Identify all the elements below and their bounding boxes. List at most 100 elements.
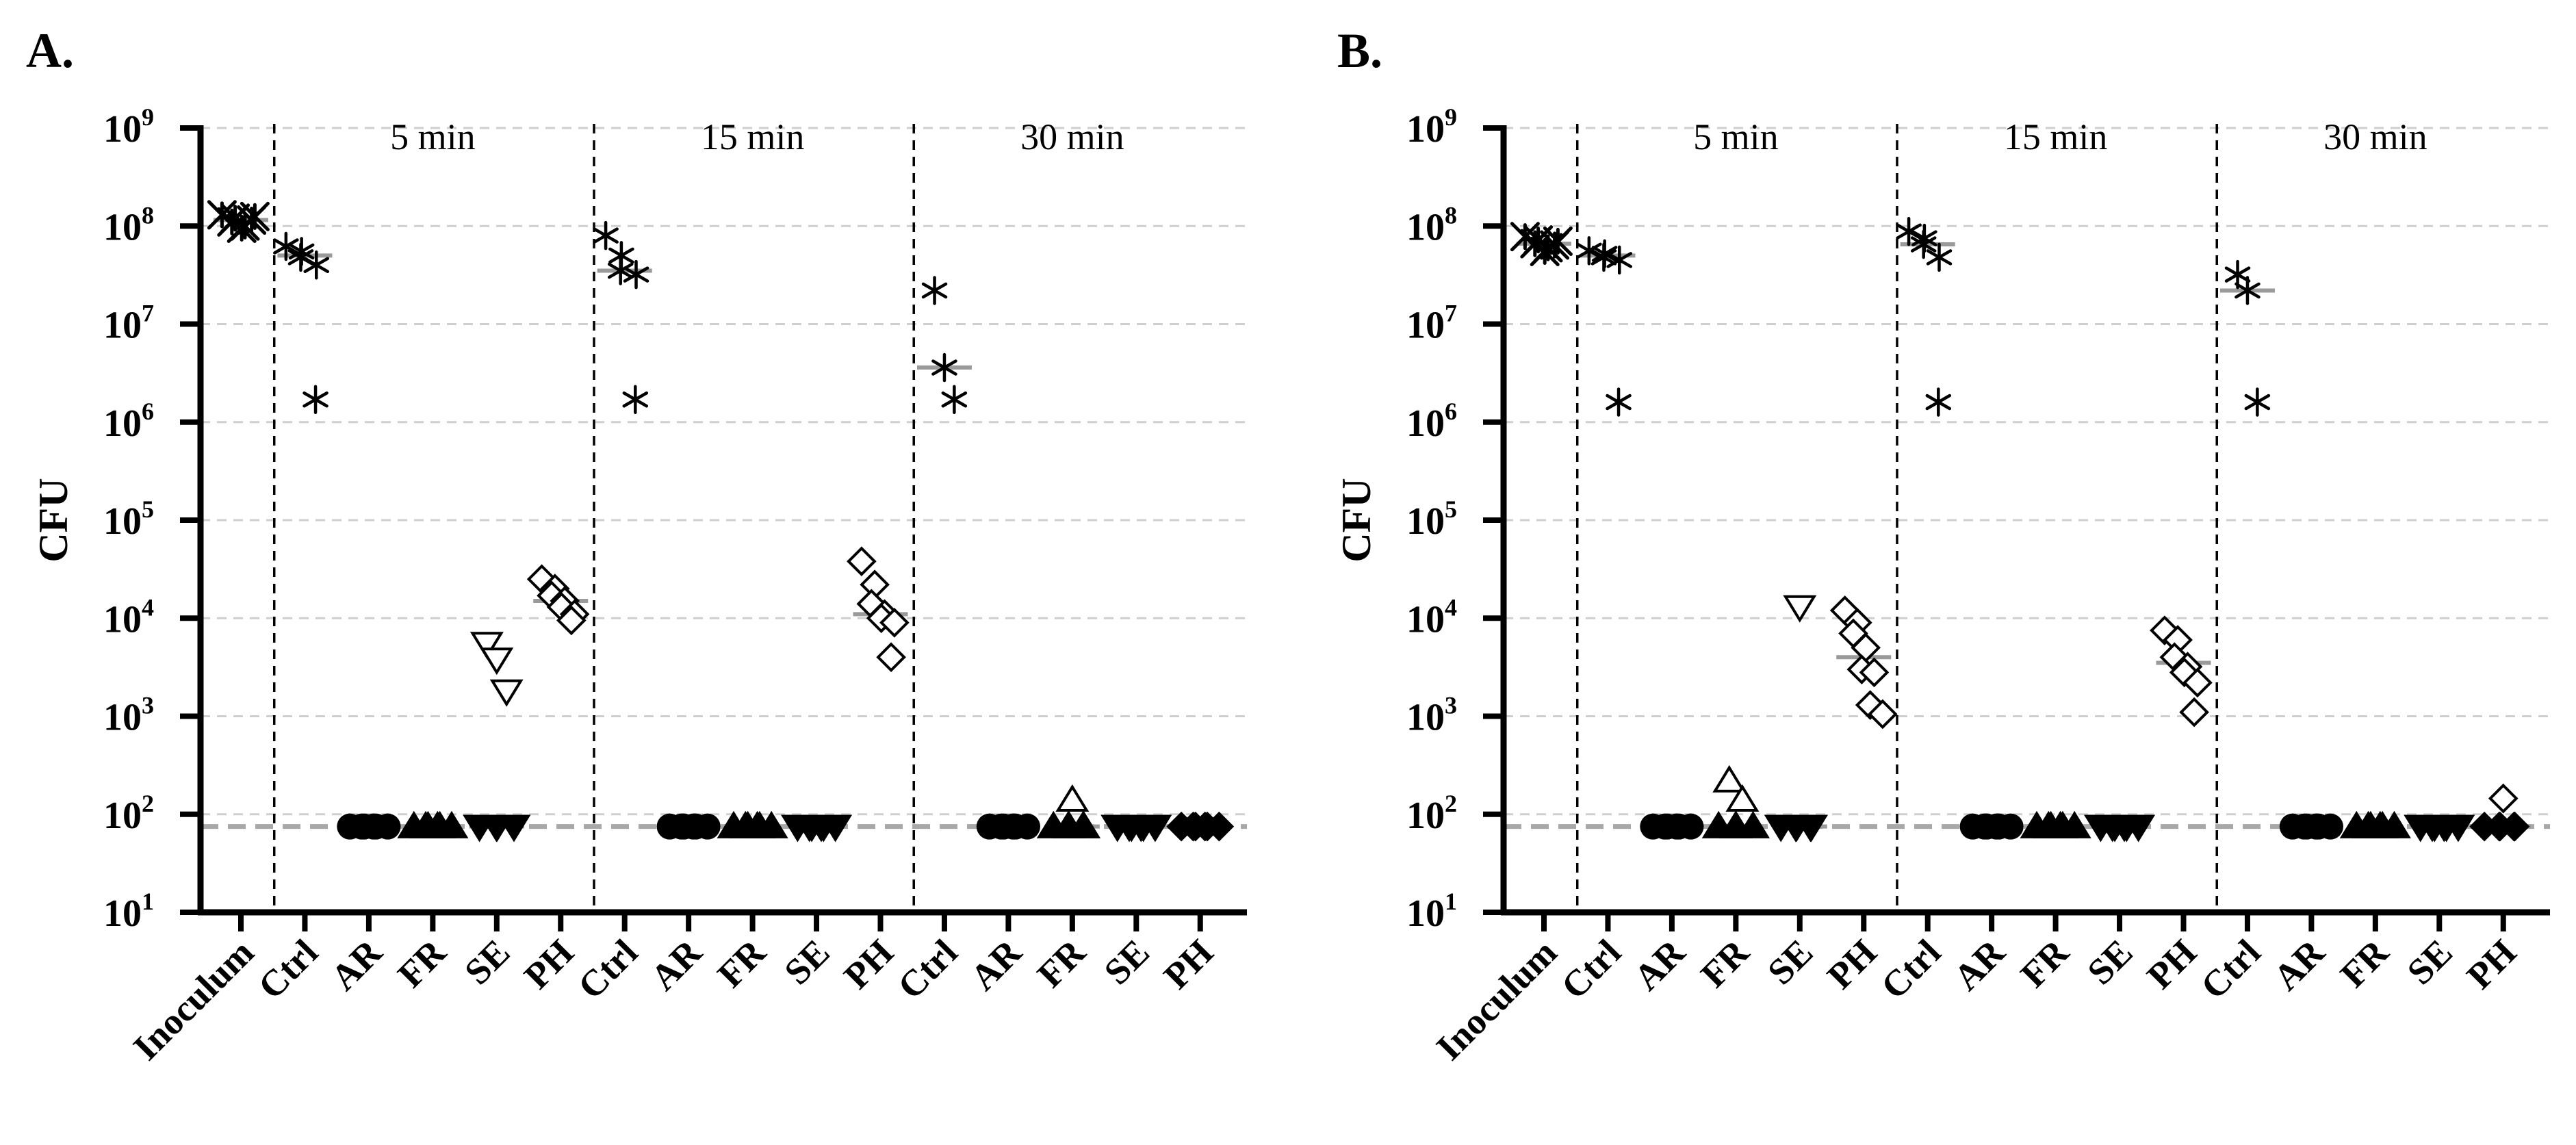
chart-panel-a: A. 5 min 15 min 30 min 101 102 103 104 105 106 107… — [26, 23, 1247, 1068]
x-tick-label: AR — [962, 931, 1029, 998]
data-point — [1712, 764, 1747, 793]
y-axis-label: CFU — [31, 478, 76, 562]
series-asterisk — [1896, 216, 1955, 417]
x-tick-label: PH — [2139, 931, 2204, 996]
series-asterisk — [593, 220, 652, 414]
data-point — [1736, 810, 1770, 838]
y-tick-label: 103 — [103, 692, 154, 739]
series-diamond-open — [847, 546, 910, 673]
data-point — [2179, 697, 2209, 728]
data-point — [2234, 276, 2261, 305]
data-point — [1540, 230, 1570, 260]
data-point — [1868, 699, 1898, 730]
data-point — [1896, 216, 1922, 246]
x-tick-label: PH — [836, 931, 901, 996]
data-point — [1859, 657, 1890, 688]
x-tick-label: FR — [710, 931, 774, 995]
x-tick-label: AR — [1946, 931, 2013, 998]
x-tick-label: SE — [2399, 931, 2460, 992]
series-circle-filled — [2279, 813, 2343, 840]
data-point — [1997, 813, 2024, 840]
x-tick-label: Ctrl — [1873, 931, 1948, 1007]
series-circle-filled — [337, 813, 401, 840]
x-tick-label: PH — [1156, 931, 1221, 996]
x-tick-label: SE — [1760, 931, 1820, 992]
data-point — [876, 642, 906, 673]
x-tick-label: FR — [1693, 931, 1757, 995]
series-diamond-open — [1829, 595, 1898, 730]
x-tick-label: FR — [2332, 931, 2397, 995]
x-tick-label: Inoculum — [1428, 931, 1564, 1068]
x-tick-label: AR — [323, 931, 390, 998]
x-tick-label: AR — [1626, 931, 1693, 998]
series-diamond-open — [526, 564, 590, 636]
data-point — [1055, 784, 1090, 812]
panel-letter: B. — [1337, 23, 1382, 78]
series-triangle-down-filled — [2083, 814, 2156, 842]
data-point — [435, 810, 469, 838]
x-tick-label: FR — [1029, 931, 1094, 995]
series-triangle-down-filled — [2404, 814, 2475, 842]
series-triangle-up-filled — [397, 810, 469, 838]
series-diamond-filled — [1166, 811, 1235, 842]
y-tick-label: 109 — [1406, 103, 1457, 151]
y-tick-label: 106 — [103, 398, 154, 445]
x-tick-label: SE — [776, 931, 837, 992]
series-asterisk — [1576, 236, 1636, 417]
data-point — [2441, 814, 2475, 842]
y-tick-label: 107 — [1406, 300, 1457, 347]
data-point — [622, 385, 649, 414]
series-triangle-up-open — [1055, 784, 1090, 812]
series-circle-filled — [1959, 813, 2024, 840]
x-tick-label: SE — [1096, 931, 1157, 992]
data-point — [819, 814, 853, 842]
group-label: 5 min — [390, 116, 476, 157]
data-point — [273, 231, 299, 261]
y-axis-label: CFU — [1334, 478, 1379, 562]
group-label: 15 min — [701, 116, 805, 157]
data-point — [2499, 811, 2529, 842]
series-triangle-up-filled — [1701, 810, 1770, 838]
x-tick-label: AR — [643, 931, 710, 998]
series-circle-filled — [976, 813, 1040, 840]
group-label: 30 min — [2323, 116, 2427, 157]
series-triangle-down-filled — [1100, 814, 1172, 842]
data-point — [879, 607, 910, 638]
series-circle-filled — [656, 813, 721, 840]
y-tick-label: 107 — [103, 300, 154, 347]
y-tick-label: 109 — [103, 103, 154, 151]
data-point — [237, 205, 267, 235]
data-point — [1925, 387, 1952, 417]
series-x-star — [1510, 222, 1573, 266]
y-tick-label: 104 — [103, 593, 154, 641]
data-point — [1606, 387, 1632, 417]
data-point — [374, 813, 401, 840]
x-tick-label: AR — [2265, 931, 2332, 998]
y-tick-label: 108 — [1406, 201, 1457, 248]
data-point — [1793, 814, 1827, 842]
data-point — [2317, 813, 2343, 840]
data-point — [754, 810, 788, 838]
data-point — [2182, 667, 2213, 698]
data-point — [2057, 810, 2091, 838]
y-tick-label: 102 — [1406, 790, 1457, 837]
x-tick-label: PH — [2459, 931, 2524, 996]
data-point — [847, 546, 877, 577]
panel-letter: A. — [26, 23, 74, 78]
data-point — [1783, 595, 1817, 623]
group-label: 15 min — [2004, 116, 2108, 157]
data-point — [1590, 242, 1617, 272]
series-triangle-down-filled — [780, 814, 853, 842]
chart-panel-b: B. 5 min 15 min 30 min 101 102 103 104 105 106 107… — [1334, 23, 2550, 1068]
data-point — [480, 647, 514, 676]
data-point — [1014, 813, 1040, 840]
data-point — [2488, 783, 2519, 814]
series-asterisk — [916, 276, 972, 414]
data-point — [1910, 229, 1937, 259]
data-point — [1576, 236, 1602, 266]
x-tick-label: Ctrl — [250, 931, 326, 1007]
y-tick-label: 103 — [1406, 692, 1457, 739]
data-point — [1606, 245, 1633, 275]
series-triangle-up-filled — [717, 810, 788, 838]
data-point — [694, 813, 721, 840]
